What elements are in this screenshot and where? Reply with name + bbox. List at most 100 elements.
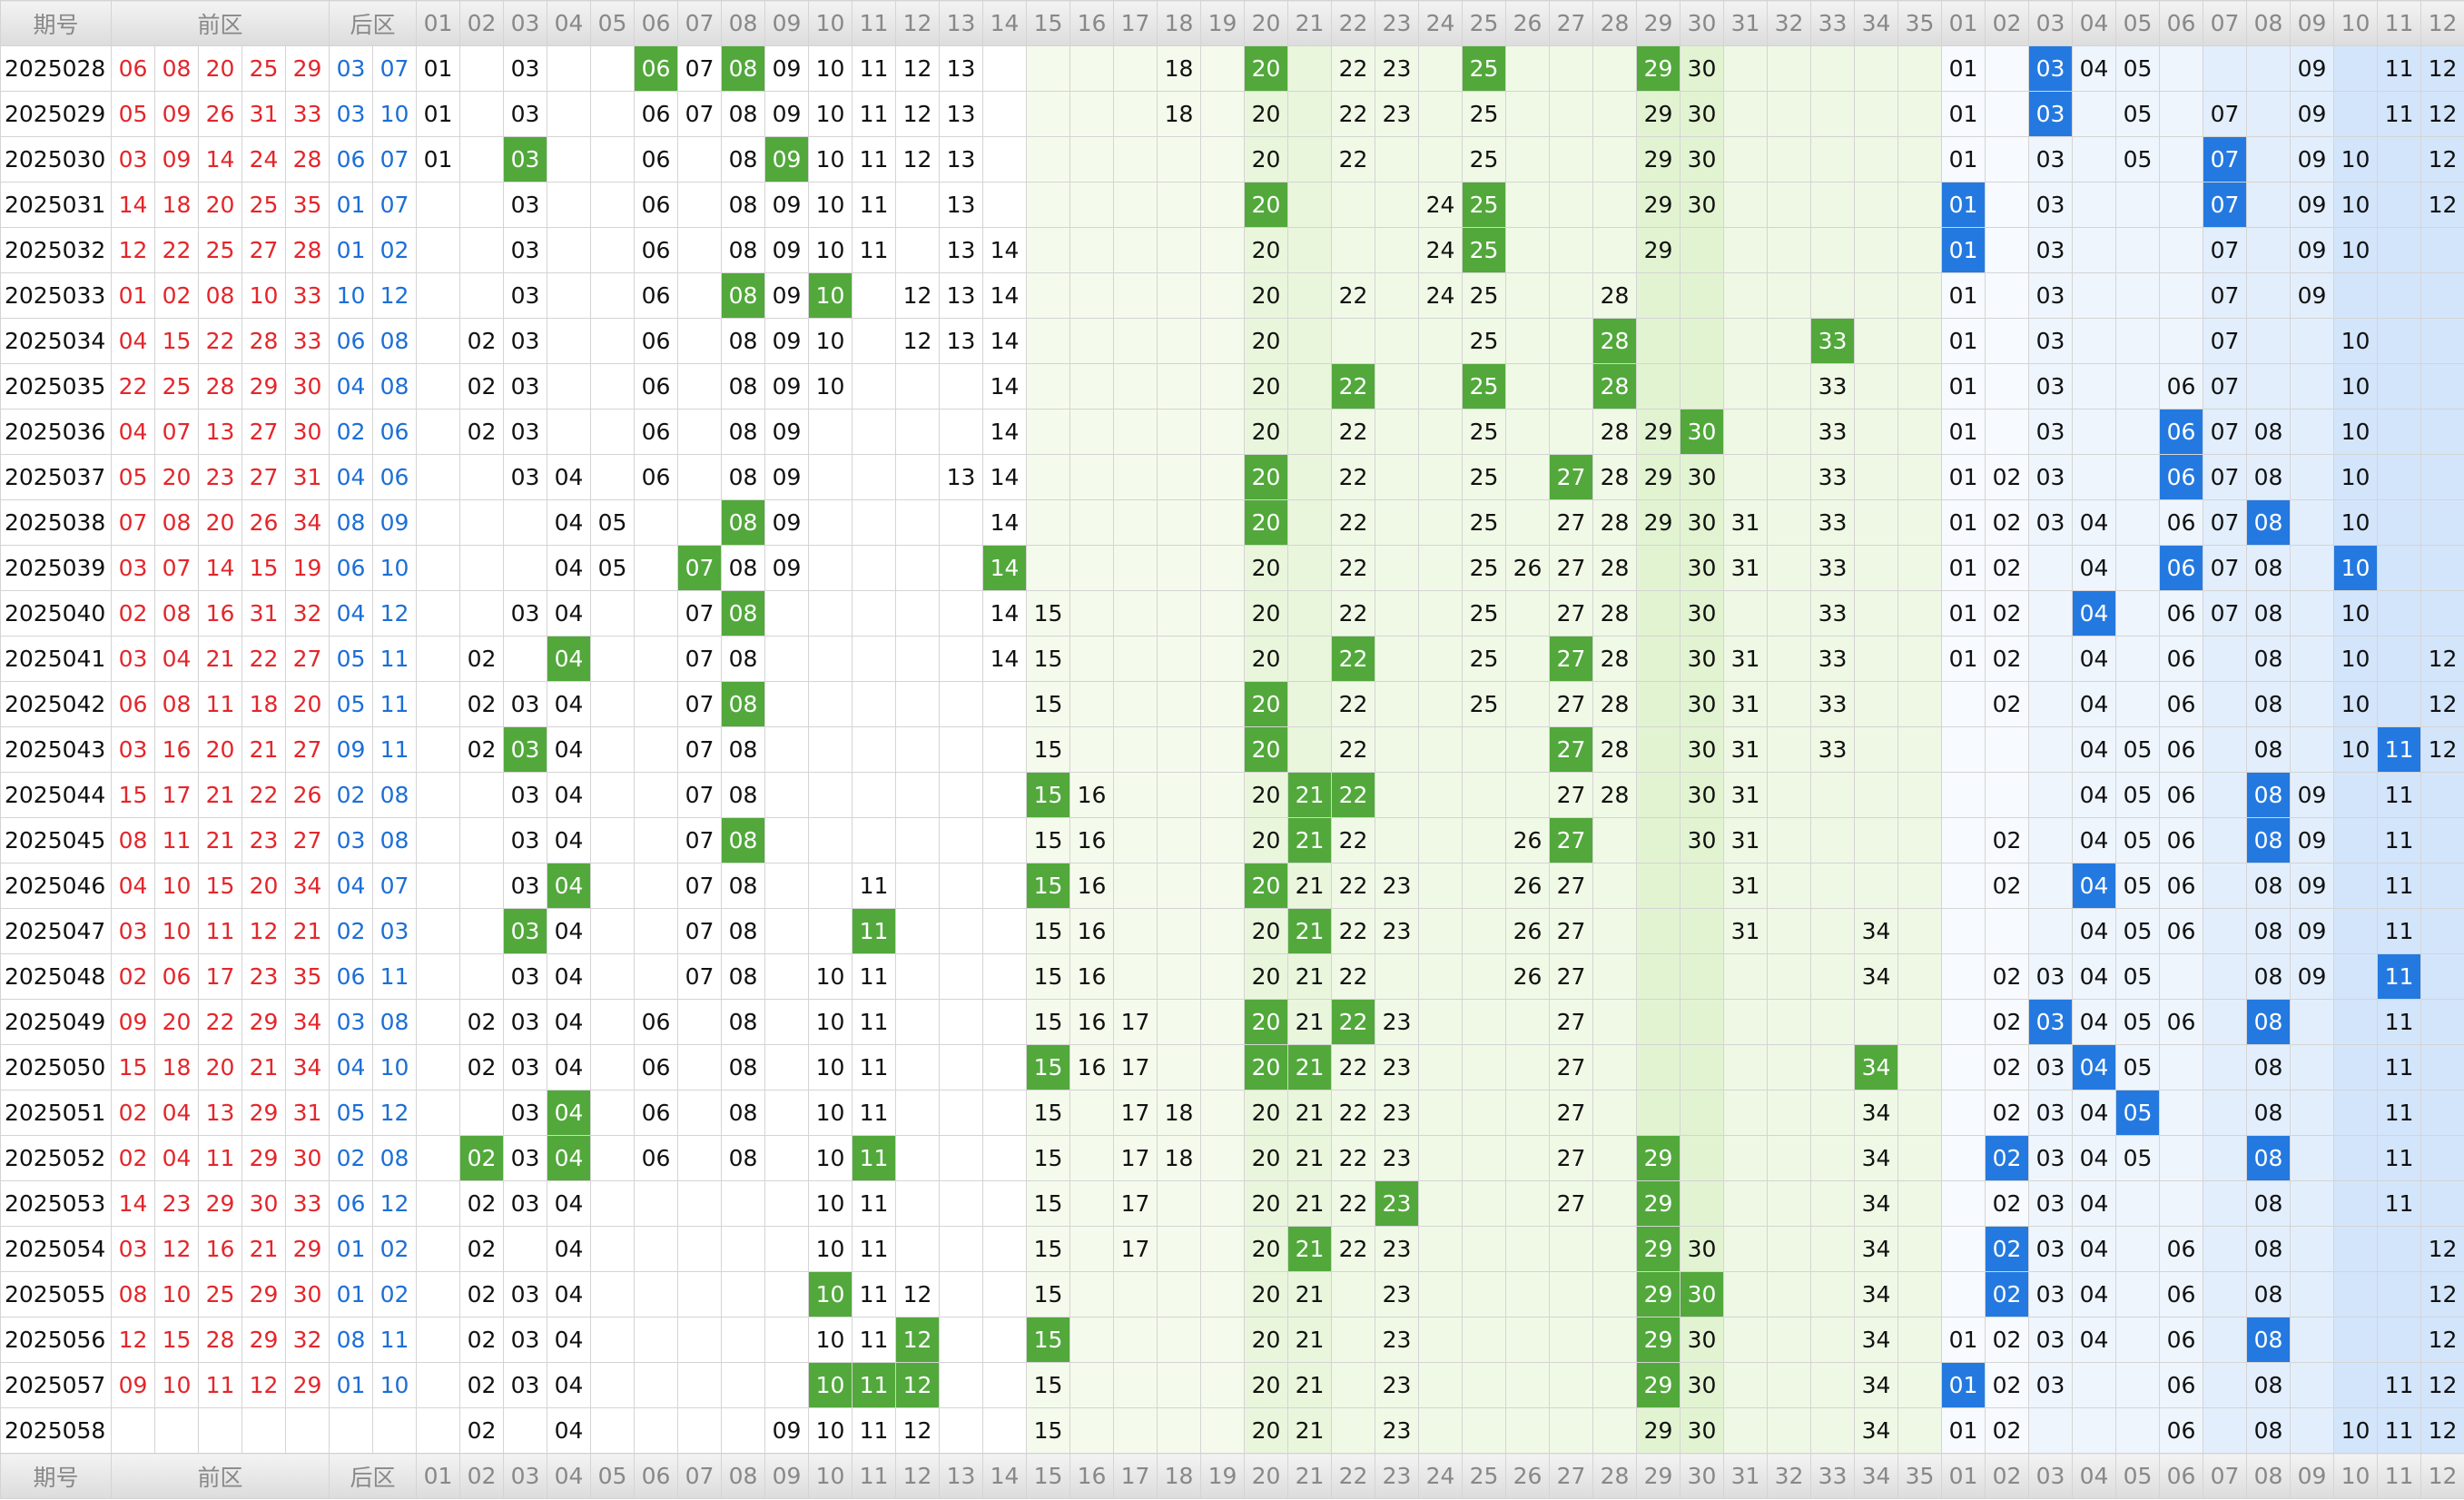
red-cell [1287, 45, 1333, 92]
blue-cell [2420, 908, 2464, 954]
front-number: 10 [154, 1362, 199, 1408]
red-cell: 16 [1069, 772, 1115, 818]
red-cell [1549, 318, 1594, 364]
red-cell [1026, 318, 1071, 364]
front-number [198, 1407, 242, 1454]
red-cell: 22 [1331, 999, 1376, 1045]
red-cell: 04 [547, 1271, 592, 1317]
red-cell: 28 [1592, 499, 1638, 546]
blue-cell [2203, 1044, 2248, 1090]
blue-cell [2159, 1135, 2204, 1181]
front-number: 16 [198, 1226, 242, 1272]
red-cell: 30 [1680, 1407, 1725, 1454]
blue-cell: 06 [2159, 817, 2204, 863]
red-cell [1418, 1180, 1464, 1227]
blue-cell: 04 [2072, 1317, 2117, 1363]
blue-cell [2420, 817, 2464, 863]
blue-cell: 04 [2072, 636, 2117, 682]
red-cell [1767, 681, 1812, 727]
red-cell: 22 [1331, 91, 1376, 137]
red-cell: 09 [764, 363, 810, 410]
red-cell: 16 [1069, 953, 1115, 1000]
red-cell [721, 1317, 766, 1363]
blue-cell: 06 [2159, 409, 2204, 455]
blue-cell [2159, 1090, 2204, 1136]
blue-cell: 02 [1985, 817, 2030, 863]
red-cell: 33 [1810, 454, 1856, 500]
red-cell [1200, 817, 1246, 863]
red-cell [1592, 1226, 1638, 1272]
red-cell: 29 [1636, 1407, 1681, 1454]
blue-cell: 06 [2159, 454, 2204, 500]
red-cell [1680, 953, 1725, 1000]
red-cell [1157, 817, 1202, 863]
red-cell: 09 [764, 227, 810, 273]
blue-cell: 06 [2159, 908, 2204, 954]
blue-cell: 03 [2028, 1180, 2074, 1227]
red-cell [1723, 363, 1769, 410]
back-number: 11 [371, 953, 418, 1000]
red-col-header: 02 [459, 0, 505, 46]
red-cell: 10 [808, 1271, 853, 1317]
blue-cell: 11 [2377, 1135, 2422, 1181]
front-number: 28 [285, 227, 330, 273]
front-number: 10 [154, 1271, 199, 1317]
blue-col-header: 03 [2028, 1453, 2074, 1499]
red-cell [1113, 953, 1158, 1000]
red-cell [1069, 1317, 1115, 1363]
blue-cell: 06 [2159, 863, 2204, 909]
issue: 2025051 [0, 1090, 112, 1136]
red-cell: 22 [1331, 1180, 1376, 1227]
blue-cell: 03 [2028, 227, 2074, 273]
blue-cell: 08 [2246, 590, 2292, 637]
red-cell: 30 [1680, 409, 1725, 455]
back-number [329, 1407, 373, 1454]
red-cell [1505, 136, 1551, 183]
blue-cell [2246, 227, 2292, 273]
red-cell [459, 136, 505, 183]
blue-cell: 02 [1985, 1044, 2030, 1090]
red-cell: 34 [1854, 1362, 1899, 1408]
front-number: 29 [241, 1317, 286, 1363]
blue-cell: 10 [2333, 182, 2379, 228]
red-cell: 28 [1592, 726, 1638, 773]
blue-cell: 02 [1985, 499, 2030, 546]
red-cell [1157, 726, 1202, 773]
red-cell: 15 [1026, 863, 1071, 909]
front-number: 31 [285, 1090, 330, 1136]
red-cell: 23 [1375, 1180, 1420, 1227]
red-cell: 06 [634, 91, 679, 137]
front-number: 30 [285, 409, 330, 455]
red-cell [1505, 726, 1551, 773]
red-cell: 14 [982, 318, 1028, 364]
issue: 2025043 [0, 726, 112, 773]
blue-cell [2028, 817, 2074, 863]
red-cell [1331, 318, 1376, 364]
blue-cell: 07 [2203, 136, 2248, 183]
red-cell [895, 1180, 941, 1227]
blue-cell [1985, 772, 2030, 818]
red-cell [1897, 409, 1943, 455]
red-cell: 20 [1244, 863, 1289, 909]
blue-cell: 01 [1941, 1407, 1986, 1454]
red-cell: 11 [852, 863, 897, 909]
red-cell: 11 [852, 908, 897, 954]
red-cell [1854, 817, 1899, 863]
red-cell [1287, 182, 1333, 228]
front-number: 04 [154, 1090, 199, 1136]
red-cell: 23 [1375, 1317, 1420, 1363]
blue-cell: 05 [2115, 1090, 2161, 1136]
front-number: 34 [285, 863, 330, 909]
red-cell [1897, 863, 1943, 909]
blue-cell [2115, 1180, 2161, 1227]
red-cell [1069, 1135, 1115, 1181]
red-cell [1592, 227, 1638, 273]
red-col-header: 13 [939, 0, 984, 46]
front-number: 22 [198, 318, 242, 364]
blue-cell: 04 [2072, 1044, 2117, 1090]
red-cell [590, 363, 636, 410]
red-cell [1026, 136, 1071, 183]
blue-cell: 03 [2028, 1090, 2074, 1136]
red-cell [1854, 272, 1899, 319]
